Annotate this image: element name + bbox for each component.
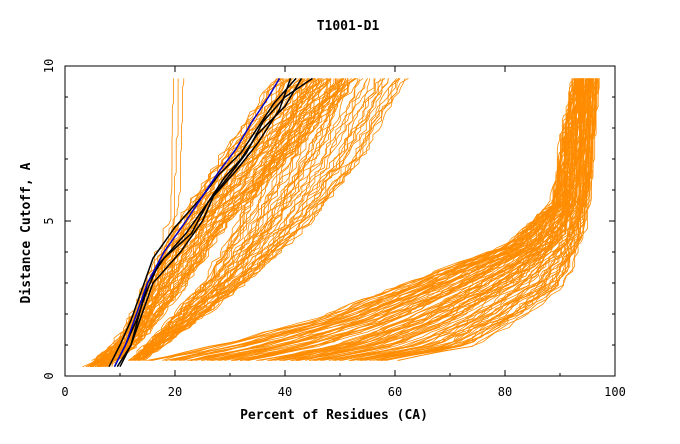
highlighted-series-2 [113, 77, 313, 368]
model-line-group-1-109 [148, 78, 574, 361]
model-line-group-1-95 [187, 78, 577, 361]
x-axis-label: Percent of Residues (CA) [240, 408, 428, 423]
model-line-group-3-54 [111, 78, 356, 367]
axes: 0 20 40 60 80 100 0 5 10 [42, 59, 626, 399]
x-tick-label: 20 [168, 385, 182, 399]
model-line-group-3-35 [97, 78, 327, 368]
model-line-group-2-43 [129, 78, 313, 361]
model-line-group-3-43 [102, 78, 339, 368]
x-tick-label: 100 [604, 385, 626, 399]
y-axis-label: Distance Cutoff, A [19, 162, 34, 303]
model-line-group-1-30 [328, 78, 593, 361]
x-tick-label: 0 [61, 385, 68, 399]
model-line-group-3-55 [107, 78, 357, 367]
model-line-group-3-44 [106, 78, 338, 367]
model-line-group-2-10 [138, 78, 389, 361]
model-line-group-1-75 [224, 78, 582, 361]
model-line-group-1-35 [309, 78, 591, 361]
model-line-group-2-25 [139, 78, 356, 361]
y-tick-label: 5 [42, 217, 56, 224]
model-line-group-1-104 [152, 78, 574, 361]
model-line-group-1-78 [231, 78, 582, 361]
model-line-group-2-17 [141, 78, 371, 361]
model-line-group-2-44 [129, 78, 311, 361]
model-line-group-3-51 [103, 78, 347, 368]
chart-title: T1001-D1 [317, 19, 380, 34]
model-line-group-1-10 [381, 78, 596, 361]
model-line-group-3-4 [91, 78, 280, 368]
highlighted-series-3 [116, 78, 303, 368]
model-line-group-1-31 [334, 78, 592, 361]
x-tick-label: 60 [388, 385, 402, 399]
model-line-group-2-20 [135, 78, 364, 361]
highlighted-series-5 [113, 78, 281, 368]
x-tick-label: 40 [278, 385, 292, 399]
plot-lines [82, 77, 600, 368]
y-tick-label: 10 [42, 59, 56, 73]
model-line-group-4-1 [91, 78, 175, 361]
model-line-group-2-15 [141, 78, 375, 361]
highlighted-series-4 [119, 78, 292, 368]
y-tick-label: 0 [42, 372, 56, 379]
x-tick-label: 80 [498, 385, 512, 399]
highlighted-series-1 [108, 77, 297, 368]
model-line-group-1-70 [240, 78, 584, 361]
model-line-group-2-37 [134, 78, 320, 361]
model-line-group-4-2 [94, 78, 179, 361]
model-line-group-2-28 [136, 78, 345, 361]
model-line-group-1-37 [319, 78, 591, 361]
model-line-group-1-23 [350, 78, 593, 361]
model-line-group-2-8 [138, 78, 389, 361]
model-line-group-1-108 [146, 78, 576, 361]
model-line-group-1-110 [150, 78, 574, 361]
model-line-group-2-1 [144, 78, 409, 361]
